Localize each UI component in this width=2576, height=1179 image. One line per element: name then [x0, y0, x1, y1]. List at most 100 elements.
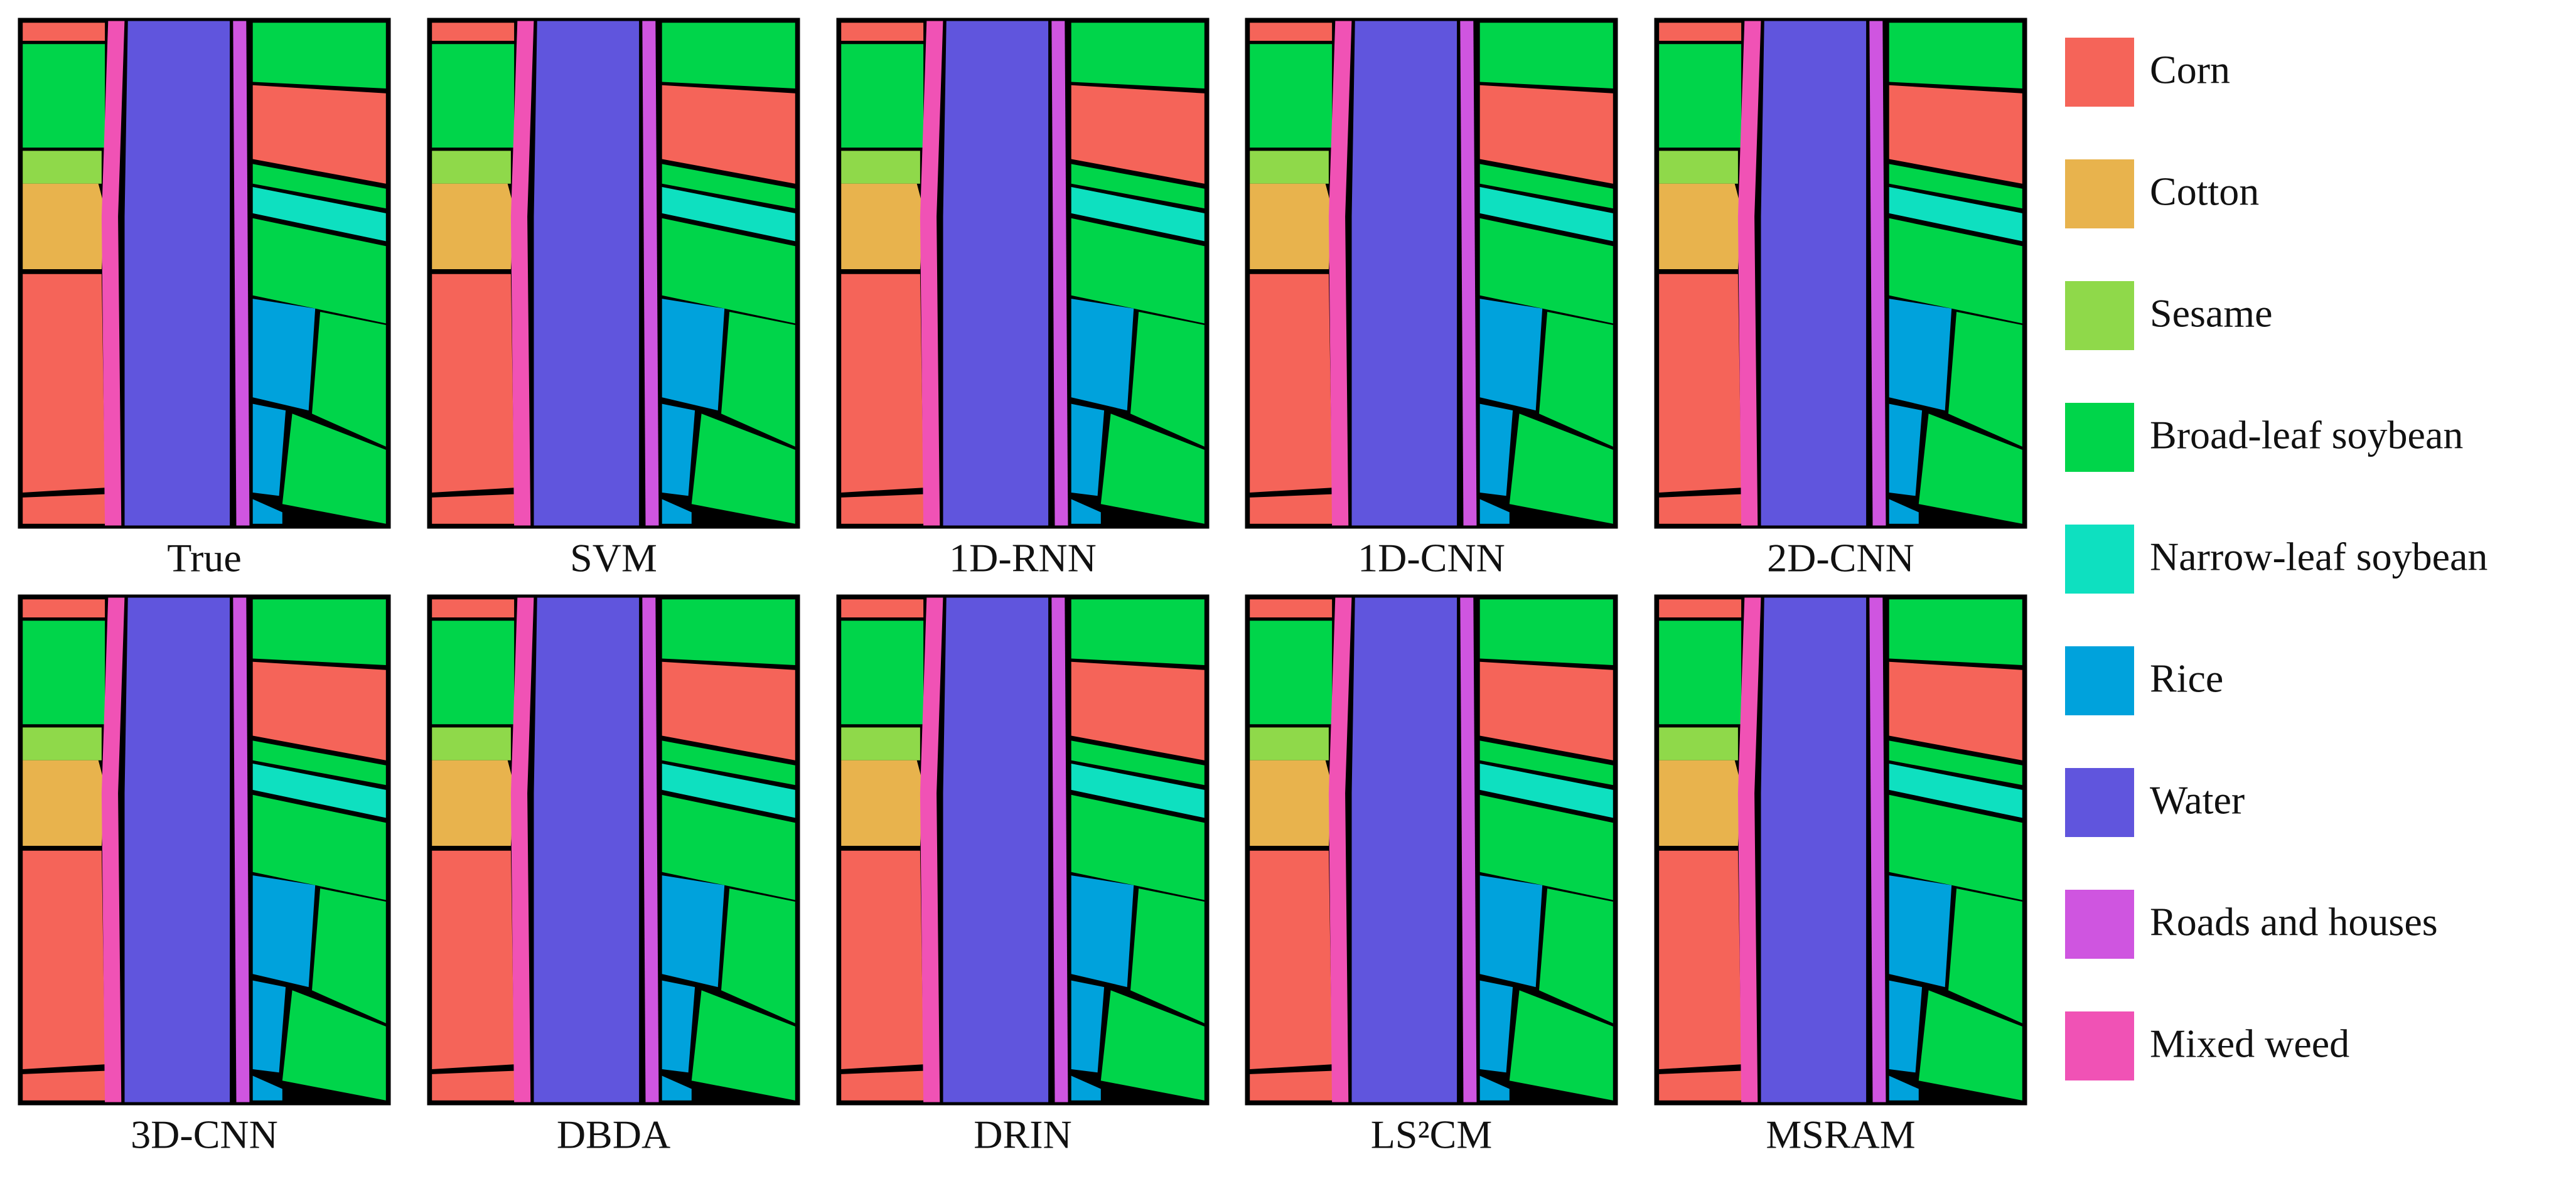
- map-region: [101, 596, 125, 1104]
- map-region: [23, 274, 105, 493]
- map-region: [1659, 151, 1738, 184]
- panel-label: 2D-CNN: [1767, 536, 1914, 580]
- map-region: [252, 1075, 282, 1101]
- map-region: [841, 23, 924, 41]
- map-region: [1659, 727, 1738, 760]
- map-region: [1071, 218, 1205, 324]
- map-region: [662, 875, 725, 988]
- map-region: [1479, 764, 1613, 818]
- map-region: [841, 494, 924, 524]
- map-region: [841, 621, 924, 725]
- panel-label: 1D-RNN: [949, 536, 1097, 580]
- map-region: [1479, 794, 1613, 900]
- map-region: [432, 151, 511, 184]
- map-region: [1479, 661, 1613, 760]
- map-region: [943, 19, 1049, 527]
- map-region: [1659, 1070, 1742, 1101]
- map-region: [691, 413, 795, 524]
- map-region: [1659, 760, 1742, 846]
- map-region: [1071, 85, 1205, 184]
- map-border: [1245, 594, 1618, 1106]
- map-region: [23, 23, 105, 41]
- classification-map: [1245, 594, 1618, 1106]
- map-region: [1071, 794, 1205, 900]
- legend-swatch: [2065, 890, 2134, 959]
- map-region: [1250, 494, 1333, 524]
- map-region: [1479, 187, 1613, 242]
- map-region: [721, 312, 795, 447]
- map-region: [252, 875, 316, 988]
- map-region: [662, 661, 795, 760]
- map-region: [841, 151, 920, 184]
- map-region: [1869, 596, 1886, 1104]
- map-region: [1328, 596, 1352, 1104]
- map-region: [432, 494, 515, 524]
- map-border: [1654, 594, 2027, 1106]
- legend-swatch: [2065, 38, 2134, 107]
- panel-label: DBDA: [557, 1112, 670, 1157]
- classification-map: [18, 18, 391, 529]
- classification-map: [427, 18, 800, 529]
- map-region: [1071, 740, 1205, 786]
- map-region: [432, 621, 515, 725]
- map-region: [1659, 621, 1742, 725]
- map-region: [1869, 19, 1886, 527]
- map-region: [1889, 187, 2022, 242]
- panel-label: LS²CM: [1371, 1112, 1492, 1157]
- map-region: [662, 1075, 692, 1101]
- legend-swatch: [2065, 525, 2134, 594]
- map-region: [841, 44, 924, 148]
- map-region: [1479, 299, 1543, 411]
- map-region: [432, 727, 511, 760]
- map-region: [534, 596, 640, 1104]
- map-region: [23, 183, 105, 269]
- panel-label: 1D-CNN: [1358, 536, 1505, 580]
- map-region: [841, 183, 924, 269]
- map-region: [312, 312, 386, 447]
- map-region: [1889, 23, 2022, 89]
- map-region: [1539, 312, 1613, 447]
- map-region: [1071, 403, 1105, 496]
- map-region: [691, 990, 795, 1101]
- legend-label: Water: [2150, 778, 2245, 823]
- map-region: [1889, 299, 1952, 411]
- map-region: [1100, 413, 1205, 524]
- legend-swatch: [2065, 281, 2134, 350]
- map-region: [1071, 875, 1134, 988]
- map-region: [1250, 274, 1333, 493]
- map-region: [1479, 218, 1613, 324]
- map-region: [662, 764, 795, 818]
- map-region: [1351, 596, 1457, 1104]
- legend-label: Narrow-leaf soybean: [2150, 535, 2487, 579]
- map-region: [662, 403, 695, 496]
- map-region: [1071, 599, 1205, 665]
- map-region: [1351, 19, 1457, 527]
- map-region: [1479, 980, 1513, 1073]
- map-region: [721, 888, 795, 1023]
- map-region: [1250, 850, 1333, 1069]
- map-region: [1071, 661, 1205, 760]
- map-region: [642, 596, 659, 1104]
- classification-map: [427, 594, 800, 1106]
- map-region: [1889, 599, 2022, 665]
- map-region: [1250, 1070, 1333, 1101]
- map-region: [23, 760, 105, 846]
- map-region: [1659, 599, 1742, 617]
- map-region: [1948, 888, 2022, 1023]
- classification-map: [1245, 18, 1618, 529]
- legend-label: Sesame: [2150, 291, 2273, 336]
- map-region: [510, 596, 534, 1104]
- map-region: [252, 187, 386, 242]
- legend-swatch: [2065, 1011, 2134, 1080]
- map-region: [432, 23, 515, 41]
- map-region: [252, 403, 286, 496]
- map-region: [432, 760, 515, 846]
- map-region: [1889, 794, 2022, 900]
- map-region: [1250, 23, 1333, 41]
- map-region: [841, 760, 924, 846]
- map-region: [252, 740, 386, 786]
- map-region: [642, 19, 659, 527]
- map-region: [1659, 183, 1742, 269]
- map-region: [1328, 19, 1352, 527]
- legend-label: Cotton: [2150, 169, 2259, 214]
